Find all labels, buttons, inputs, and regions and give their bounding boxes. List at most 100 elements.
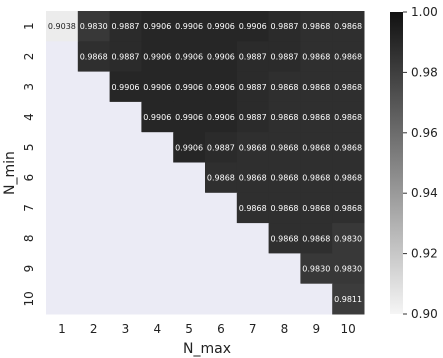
cell-value-label: 0.9868 [334,143,362,152]
heatmap-cell-masked [268,283,301,315]
cell-value-label: 0.9868 [334,83,362,92]
heatmap-cell-masked [205,283,238,315]
heatmap-cell-masked [77,192,111,224]
heatmap-cell-masked [173,162,206,194]
heatmap-cell-masked [77,283,111,315]
heatmap-cell [77,11,111,42]
cell-value-label: 0.9038 [48,22,76,31]
cell-value-label: 0.9830 [80,22,108,31]
heatmap-cell [332,132,365,163]
cell-value-labels: 0.9038 0.9830 0.9887 0.9906 0.9906 0.9906 0.99… [48,22,362,304]
x-tick-label: 2 [90,322,98,336]
heatmap-cell [205,101,238,133]
y-tick-label: 4 [22,113,36,121]
heatmap-cell-masked [46,41,79,73]
heatmap-cell-masked [46,192,79,224]
heatmap-cells [46,11,365,315]
heatmap-cell [268,71,301,103]
y-tick-label: 2 [22,53,36,61]
x-tick-label: 5 [185,322,193,336]
heatmap-cell [300,11,333,42]
heatmap-cell [300,41,333,73]
cell-value-label: 0.9868 [334,113,362,122]
cell-value-label: 0.9830 [302,265,330,274]
heatmap-cell-masked [141,132,174,163]
heatmap-cell [205,132,238,163]
cell-value-label: 0.9868 [302,204,330,213]
cell-value-label: 0.9830 [334,265,362,274]
cell-value-label: 0.9811 [334,295,362,304]
heatmap-cell-masked [46,101,79,133]
cell-value-label: 0.9887 [239,52,267,61]
heatmap-cell-masked [173,223,206,254]
cell-value-label: 0.9906 [175,113,203,122]
heatmap-cell [173,101,206,133]
heatmap-cell [236,11,270,42]
heatmap-cell [332,223,365,254]
heatmap-cell [236,41,270,73]
cell-value-label: 0.9906 [207,83,235,92]
heatmap-cell [236,192,270,224]
heatmap-cell [300,132,333,163]
x-tick-label: 1 [58,322,66,336]
cell-value-label: 0.9868 [334,174,362,183]
cell-value-label: 0.9868 [271,174,299,183]
heatmap-cell-masked [109,101,142,133]
heatmap-cell-masked [141,283,174,315]
y-tick-label: 3 [22,83,36,91]
heatmap-cell [300,71,333,103]
heatmap-cell-masked [236,253,270,285]
cell-value-label: 0.9868 [302,234,330,243]
y-tick-labels: 1 2 3 4 5 6 7 8 9 10 [22,22,36,306]
heatmap-cell [268,11,301,42]
cell-value-label: 0.9868 [271,113,299,122]
y-axis-label: N_min [2,151,18,195]
x-tick-label: 3 [122,322,130,336]
heatmap-cell [332,253,365,285]
heatmap-cell-masked [205,192,238,224]
cell-value-label: 0.9868 [302,22,330,31]
heatmap-cell-masked [236,223,270,254]
heatmap-cell-masked [109,283,142,315]
heatmap-cell [109,41,142,73]
cell-value-label: 0.9906 [207,22,235,31]
x-tick-label: 7 [249,322,257,336]
heatmap-cell-masked [109,132,142,163]
cell-value-label: 0.9887 [112,52,140,61]
heatmap-cell [300,162,333,194]
heatmap-cell [300,253,333,285]
heatmap-cell [332,71,365,103]
heatmap-cell [141,11,174,42]
colorbar-ticks: 0.90 0.92 0.94 0.96 0.98 1.00 [403,5,438,321]
cell-value-label: 0.9906 [207,52,235,61]
cell-value-label: 0.9868 [302,83,330,92]
cell-value-label: 0.9906 [143,83,171,92]
heatmap-cell-masked [109,192,142,224]
heatmap-cell-masked [77,223,111,254]
heatmap-cell-masked [77,253,111,285]
heatmap-cell [268,101,301,133]
x-tick-label: 6 [217,322,225,336]
cell-value-label: 0.9906 [112,83,140,92]
cell-value-label: 0.9868 [302,143,330,152]
heatmap-cell-masked [46,223,79,254]
cell-value-label: 0.9868 [334,22,362,31]
cell-value-label: 0.9887 [271,52,299,61]
heatmap-cell [332,41,365,73]
x-tick-labels: 1 2 3 4 5 6 7 8 9 10 [58,322,356,336]
heatmap-cell-masked [300,283,333,315]
cell-value-label: 0.9906 [175,143,203,152]
heatmap-cell-masked [77,162,111,194]
heatmap-cell-masked [173,192,206,224]
heatmap-cell [141,41,174,73]
heatmap-cell-masked [205,223,238,254]
y-tick-label: 1 [22,22,36,30]
cell-value-label: 0.9868 [271,234,299,243]
colorbar-tick-label: 1.00 [411,5,438,19]
heatmap-cell-masked [109,253,142,285]
cell-value-label: 0.9868 [334,52,362,61]
cell-value-label: 0.9906 [175,52,203,61]
cell-value-label: 0.9868 [239,143,267,152]
cell-value-label: 0.9868 [271,204,299,213]
